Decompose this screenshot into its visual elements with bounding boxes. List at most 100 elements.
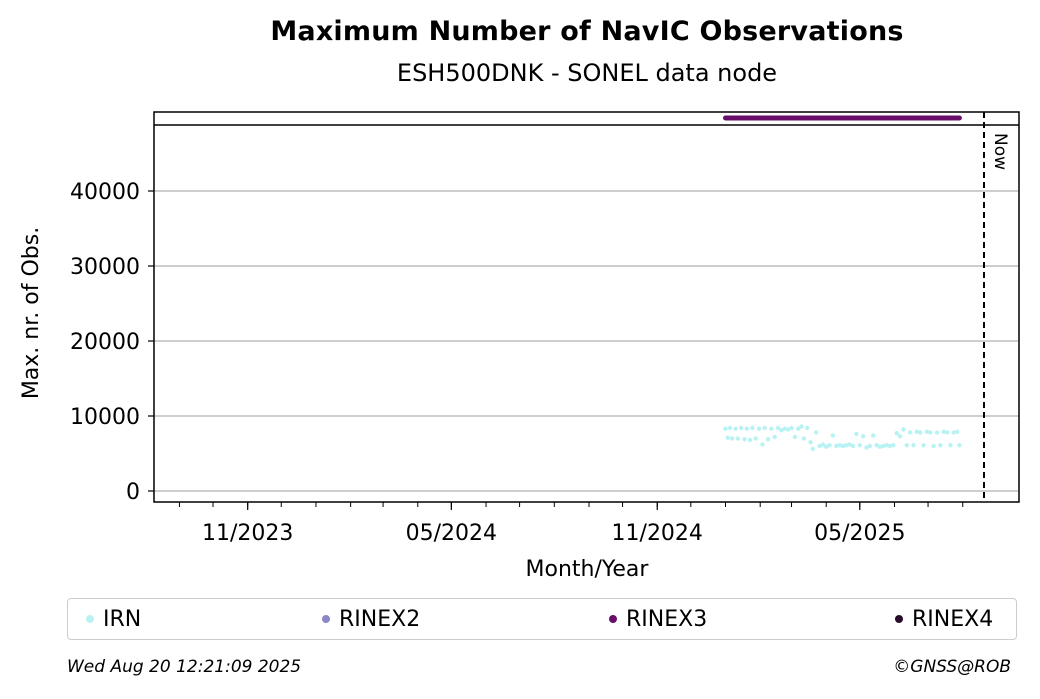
y-tick-label: 30000 [70, 255, 140, 280]
irn-point [924, 429, 930, 434]
footer-timestamp: Wed Aug 20 12:21:09 2025 [67, 657, 302, 677]
irn-point [874, 443, 879, 448]
irn-point [911, 443, 916, 448]
irn-point [938, 443, 943, 448]
irn-point [860, 434, 866, 439]
irn-point [834, 443, 839, 449]
irn-point [785, 427, 791, 432]
irn-point [747, 437, 753, 443]
y-tick-label: 40000 [70, 180, 140, 205]
x-tick-label: 11/2024 [612, 521, 703, 546]
legend-item-rinex4: RINEX4 [895, 605, 993, 633]
legend-marker-irn [86, 615, 94, 623]
irn-point [951, 430, 956, 435]
irn-point [891, 443, 896, 448]
irn-point [750, 425, 755, 431]
irn-point [824, 444, 829, 449]
irn-point [840, 443, 846, 449]
irn-point [730, 436, 735, 441]
irn-point [742, 437, 747, 442]
irn-point [854, 431, 859, 437]
footer-credit: ©GNSS@ROB [893, 657, 1011, 677]
irn-point [887, 443, 893, 449]
irn-point [725, 435, 730, 440]
irn-point [931, 443, 936, 449]
irn-point [744, 426, 749, 431]
legend-marker-rinex4 [895, 615, 903, 623]
now-label: Now [990, 133, 1010, 170]
irn-point [850, 443, 856, 449]
irn-point [921, 443, 926, 448]
x-axis-label: Month/Year [526, 557, 650, 582]
legend-item-rinex2: RINEX2 [322, 605, 420, 633]
irn-point [830, 433, 836, 438]
irn-point [934, 430, 940, 435]
legend: IRN RINEX2 RINEX3 RINEX4 [67, 598, 1017, 640]
irn-point [894, 431, 899, 436]
irn-point [847, 442, 852, 447]
irn-point [897, 434, 903, 439]
y-tick-label: 0 [126, 480, 140, 505]
irn-point [733, 426, 738, 431]
legend-label-rinex2: RINEX2 [339, 606, 421, 632]
legend-marker-rinex2 [322, 615, 330, 623]
irn-point [871, 433, 876, 438]
irn-point [792, 434, 798, 440]
irn-point [884, 443, 889, 448]
irn-point [901, 427, 906, 432]
irn-point [817, 443, 822, 449]
irn-point [918, 430, 923, 435]
irn-point [914, 429, 920, 434]
irn-point [941, 429, 946, 434]
irn-point [753, 436, 758, 441]
irn-point [881, 443, 886, 449]
chart-subtitle: ESH500DNK - SONEL data node [396, 59, 778, 87]
irn-point [779, 428, 784, 433]
irn-point [957, 443, 962, 448]
irn-point [810, 446, 815, 452]
irn-point [907, 430, 913, 435]
irn-point [762, 425, 767, 431]
legend-label-rinex3: RINEX3 [626, 606, 708, 632]
irn-point [808, 440, 813, 445]
plot-frame [153, 111, 1020, 503]
chart-title: Maximum Number of NavIC Observations [270, 16, 904, 47]
irn-point [723, 426, 728, 431]
y-tick-label: 10000 [70, 405, 140, 430]
irn-point [735, 436, 741, 441]
irn-point [948, 443, 953, 448]
legend-label-irn: IRN [103, 606, 142, 632]
irn-point [867, 443, 873, 449]
chart-plot: 0 10000 20000 30000 40000 11/2023 05/2024 11/20… [19, 111, 1020, 582]
irn-point [765, 437, 771, 442]
irn-point [844, 443, 849, 448]
x-tick-label: 05/2025 [814, 521, 905, 546]
irn-point [738, 425, 744, 431]
irn-point [789, 425, 794, 431]
irn-point [827, 443, 832, 448]
irn-point [769, 426, 774, 431]
legend-item-rinex3: RINEX3 [609, 605, 707, 633]
irn-point [944, 430, 950, 435]
irn-point [864, 445, 869, 450]
x-tick-label: 05/2024 [406, 521, 497, 546]
irn-point [782, 426, 788, 431]
irn-point [928, 430, 933, 435]
irn-point [775, 425, 781, 431]
legend-marker-rinex3 [609, 615, 617, 623]
irn-point [857, 443, 862, 448]
irn-point [904, 443, 909, 448]
irn-point [804, 425, 810, 431]
irn-point [756, 426, 762, 431]
irn-point [799, 424, 804, 429]
irn-point [760, 442, 765, 447]
irn-point [954, 429, 960, 434]
irn-point [877, 444, 883, 449]
x-tick-label: 11/2023 [202, 521, 293, 546]
irn-point [837, 443, 842, 448]
irn-point [820, 442, 826, 447]
legend-label-rinex4: RINEX4 [912, 606, 994, 632]
y-axis-label: Max. nr. of Obs. [19, 227, 44, 399]
legend-item-irn: IRN [86, 605, 141, 633]
irn-point [772, 434, 777, 440]
